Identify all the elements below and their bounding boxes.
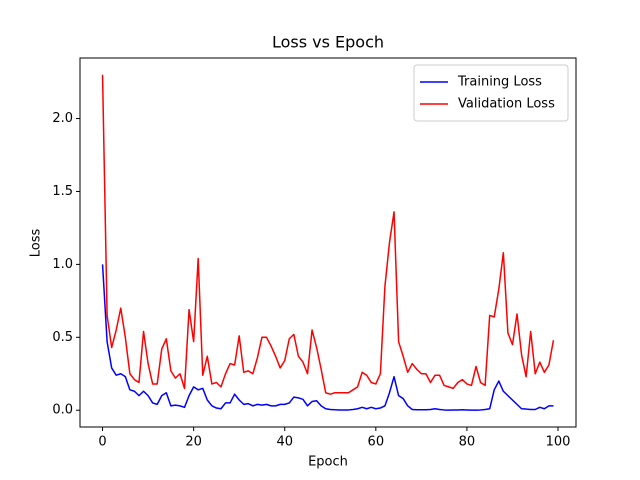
legend-label: Training Loss	[457, 75, 542, 90]
y-tick-label: 0.5	[52, 330, 73, 345]
y-tick-label: 1.0	[52, 257, 73, 272]
line-series	[101, 74, 555, 395]
x-tick-label: 100	[546, 435, 571, 450]
x-tick-label: 20	[185, 435, 202, 450]
legend-box	[413, 64, 569, 122]
y-tick-label: 1.5	[52, 184, 73, 199]
legend-label: Validation Loss	[458, 97, 555, 112]
x-tick-label: 60	[368, 435, 385, 450]
y-tick-label: 2.0	[52, 111, 73, 126]
y-tick-label: 0.0	[52, 403, 73, 418]
chart-title: Loss vs Epoch	[272, 33, 384, 52]
x-tick-label: 0	[98, 435, 106, 450]
plot-frame	[79, 57, 577, 428]
y-axis-label: Loss	[29, 229, 44, 258]
x-tick-label: 80	[459, 435, 476, 450]
x-tick-label: 40	[276, 435, 293, 450]
x-axis-label: Epoch	[308, 455, 348, 470]
line-series	[101, 264, 554, 411]
legend: Training Loss Validation Loss	[413, 64, 569, 122]
